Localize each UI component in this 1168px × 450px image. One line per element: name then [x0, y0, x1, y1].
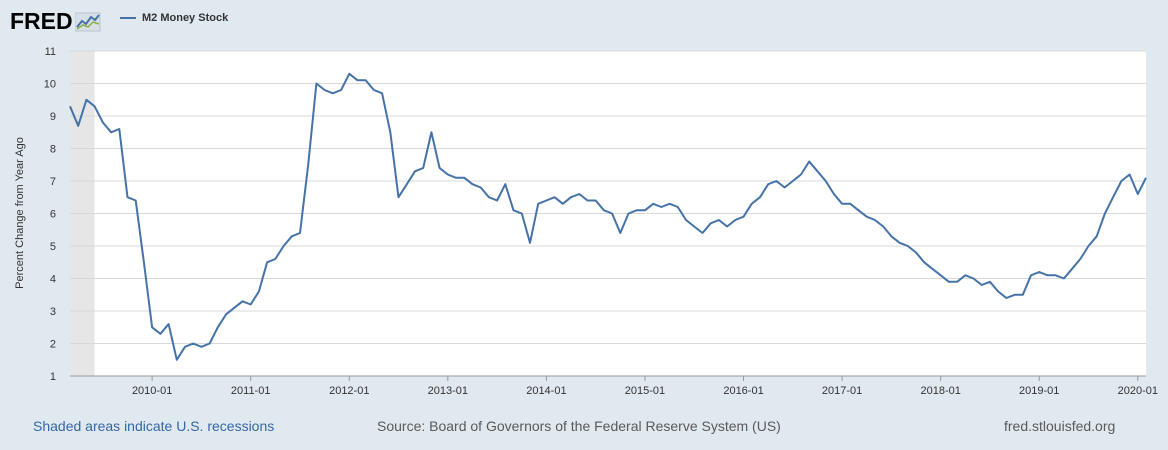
legend-label: M2 Money Stock	[142, 12, 229, 24]
y-axis-label: Percent Change from Year Ago	[14, 137, 26, 289]
chart-svg: 1 2 3 4 5 6 7 8 9 10 11 2010-01 2011-01 2012-01 2013-…	[14, 46, 1158, 397]
y-tick-label: 4	[50, 274, 56, 286]
x-tick-label: 2013-01	[428, 385, 468, 397]
x-tick-label: 2018-01	[920, 385, 960, 397]
fred-sparkline-icon	[74, 12, 101, 31]
y-tick-label: 1	[50, 371, 56, 383]
fred-logo-text: FRED	[10, 8, 73, 34]
chart-legend: M2 Money Stock	[120, 12, 228, 24]
fred-logo[interactable]: FRED	[10, 8, 101, 35]
y-tick-label: 5	[50, 241, 56, 253]
source-text: Source: Board of Governors of the Federa…	[377, 418, 781, 434]
x-tick-label: 2015-01	[625, 385, 665, 397]
y-tick-label: 10	[44, 79, 56, 91]
site-url[interactable]: fred.stlouisfed.org	[1004, 418, 1116, 434]
x-tick-label: 2012-01	[329, 385, 369, 397]
x-tick-label: 2011-01	[231, 385, 271, 397]
x-tick-label: 2019-01	[1019, 385, 1059, 397]
y-tick-label: 2	[50, 339, 56, 351]
x-tick-label: 2014-01	[526, 385, 566, 397]
x-tick-label: 2020-01	[1118, 385, 1158, 397]
x-tick-label: 2017-01	[822, 385, 862, 397]
chart-footer: Shaded areas indicate U.S. recessions So…	[0, 408, 1168, 438]
y-tick-label: 6	[50, 209, 56, 221]
recession-note: Shaded areas indicate U.S. recessions	[33, 418, 275, 434]
chart-header: FRED M2 Money Stock	[0, 0, 1168, 44]
y-tick-label: 8	[50, 144, 56, 156]
legend-swatch	[120, 17, 136, 19]
y-tick-label: 7	[50, 176, 56, 188]
y-tick-label: 11	[45, 46, 56, 58]
x-tick-label: 2016-01	[723, 385, 763, 397]
y-tick-label: 3	[50, 306, 56, 318]
x-tick-label: 2010-01	[132, 385, 172, 397]
series-line-m2-money-stock	[69, 72, 1147, 361]
y-tick-label: 9	[50, 111, 56, 123]
